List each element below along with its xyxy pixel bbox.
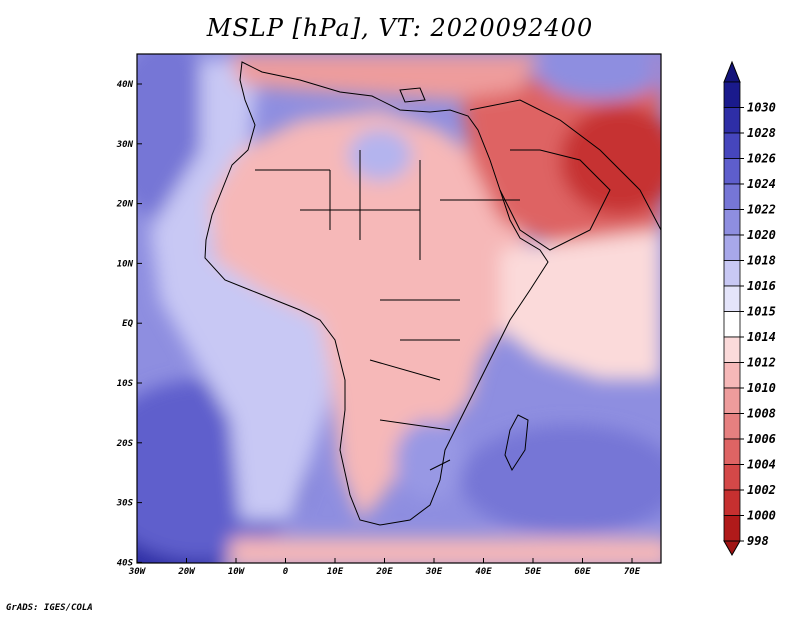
lat-tick-label: 10S [117, 379, 134, 389]
lat-tick-label: 40S [117, 558, 134, 568]
colorbar-swatch [723, 285, 741, 312]
lat-tick-label: 20N [116, 200, 134, 210]
colorbar-label: 1026 [747, 152, 776, 166]
colorbar-label: 1000 [747, 509, 776, 523]
lat-tick-label: 20S [116, 439, 134, 449]
lat-tick-label: 10N [117, 259, 134, 269]
colorbar-label: 1024 [747, 177, 776, 191]
lat-tick-label: 30S [116, 499, 134, 509]
colorbar-swatch [723, 183, 741, 210]
madagascar [504, 414, 529, 472]
lat-tick-label: 40N [117, 80, 134, 90]
colorbar-swatch [723, 464, 741, 491]
colorbar-label: 1015 [747, 305, 776, 319]
colorbar-swatch [723, 515, 741, 542]
colorbar-label: 1002 [747, 483, 776, 497]
colorbar-label: 1012 [747, 356, 776, 370]
lon-tick-label: 20W [177, 567, 196, 577]
coastlines [204, 61, 661, 526]
map-frame [136, 53, 662, 564]
low-indian-ocean [500, 230, 661, 380]
colorbar-swatch [723, 209, 741, 236]
colorbar-label: 1008 [747, 407, 776, 421]
colorbar-label: 1014 [747, 330, 776, 344]
colorbar: 1030 1028 1026 1024 1022 1020 1018 1016 1015 1014… [723, 60, 776, 557]
low-mediterranean [230, 54, 540, 100]
high-southern-africa [395, 420, 465, 500]
low-southern-ocean [230, 538, 661, 563]
lon-tick-label: 0 [283, 567, 289, 577]
colorbar-swatch [723, 413, 741, 440]
colorbar-label: 1018 [747, 254, 776, 268]
grads-credit: GrADS: IGES/COLA [6, 603, 93, 613]
lon-tick-label: 40E [475, 567, 492, 577]
lat-tick-label: 30N [116, 140, 134, 150]
colorbar-label: 1010 [747, 381, 776, 395]
pressure-field [137, 54, 661, 563]
colorbar-swatch [723, 311, 741, 338]
country-borders [255, 150, 520, 471]
lon-tick-label: 60E [574, 567, 591, 577]
colorbar-swatch [723, 438, 741, 465]
colorbar-label: 1020 [747, 228, 776, 242]
high-libya [348, 129, 412, 181]
colorbar-swatch [723, 81, 741, 108]
colorbar-label: 1004 [747, 458, 776, 472]
colorbar-top-arrow [723, 60, 741, 83]
colorbar-label: 1030 [747, 101, 776, 115]
colorbar-label: 998 [747, 534, 769, 548]
colorbar-swatch [723, 336, 741, 363]
high-south-indian-ocean [460, 425, 661, 535]
colorbar-bottom-arrow [723, 540, 741, 557]
arabia-asia-coast [469, 99, 661, 231]
lon-tick-label: 10W [228, 567, 246, 577]
colorbar-swatch [723, 362, 741, 389]
colorbar-label: 1006 [747, 432, 776, 446]
lon-tick-label: 30W [128, 567, 147, 577]
colorbar-swatch [723, 489, 741, 516]
colorbar-label: 1028 [747, 126, 776, 140]
colorbar-swatch [723, 158, 741, 185]
lon-tick-label: 10E [327, 567, 344, 577]
axis-ticks: 30W 20W 10W 0 10E 20E 30E 40E 50E 60E 70E 40N 30N 20N… [116, 80, 641, 577]
transition-band-atlantic [150, 60, 330, 520]
colorbar-swatch [723, 260, 741, 287]
colorbar-swatch [723, 387, 741, 414]
colorbar-label: 1022 [747, 203, 776, 217]
colorbar-swatch [723, 107, 741, 134]
africa-coast [204, 61, 549, 526]
lon-tick-label: 30E [425, 567, 443, 577]
lon-tick-label: 20E [375, 567, 393, 577]
colorbar-swatch [723, 234, 741, 261]
arabian-peninsula [499, 149, 611, 251]
high-central-asia [540, 54, 660, 100]
low-africa [210, 110, 540, 520]
lon-tick-label: 50E [525, 567, 542, 577]
colorbar-swatch [723, 132, 741, 159]
map-title: MSLP [hPa], VT: 2020092400 [206, 14, 594, 42]
greece [399, 87, 426, 103]
colorbar-label: 1016 [747, 279, 776, 293]
lon-tick-label: 70E [624, 567, 641, 577]
lat-tick-label: EQ [122, 319, 133, 329]
